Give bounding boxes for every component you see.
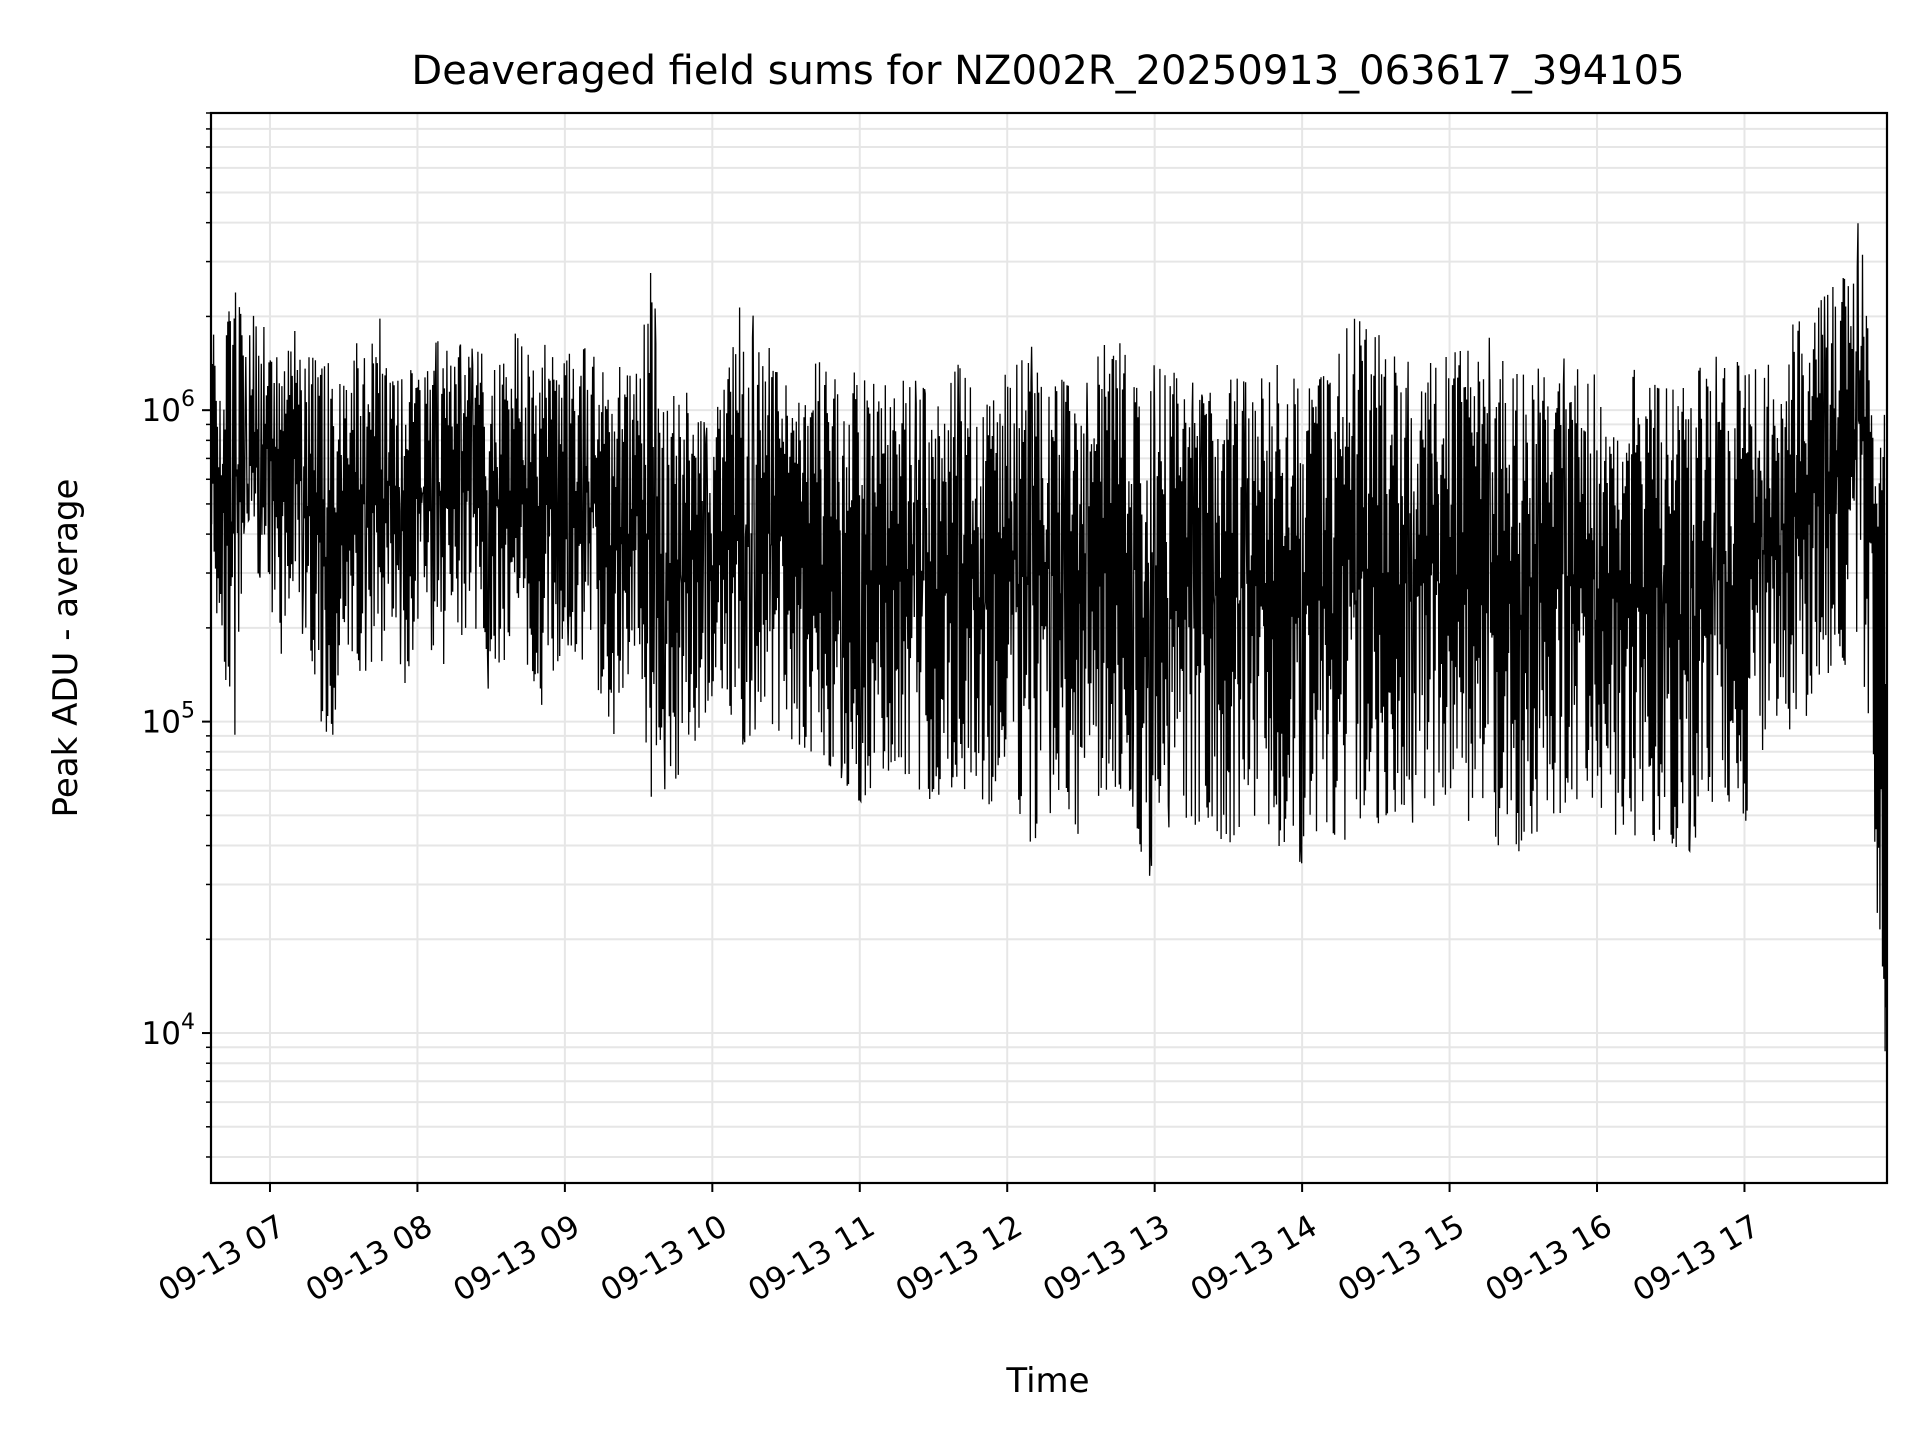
chart-title: Deaveraged field sums for NZ002R_2025091… [411, 48, 1684, 94]
y-tick-label: 104 [142, 1010, 195, 1052]
y-tick-label: 106 [142, 387, 195, 429]
y-axis: 104 105 106 [142, 112, 211, 1158]
plot-frame [209, 111, 1889, 1185]
series-group [211, 223, 1887, 1052]
y-axis-label: Peak ADU - average [46, 479, 86, 818]
x-axis-label: Time [1005, 1361, 1089, 1401]
series-line [211, 223, 1887, 1052]
y-tick-label: 105 [142, 699, 195, 741]
